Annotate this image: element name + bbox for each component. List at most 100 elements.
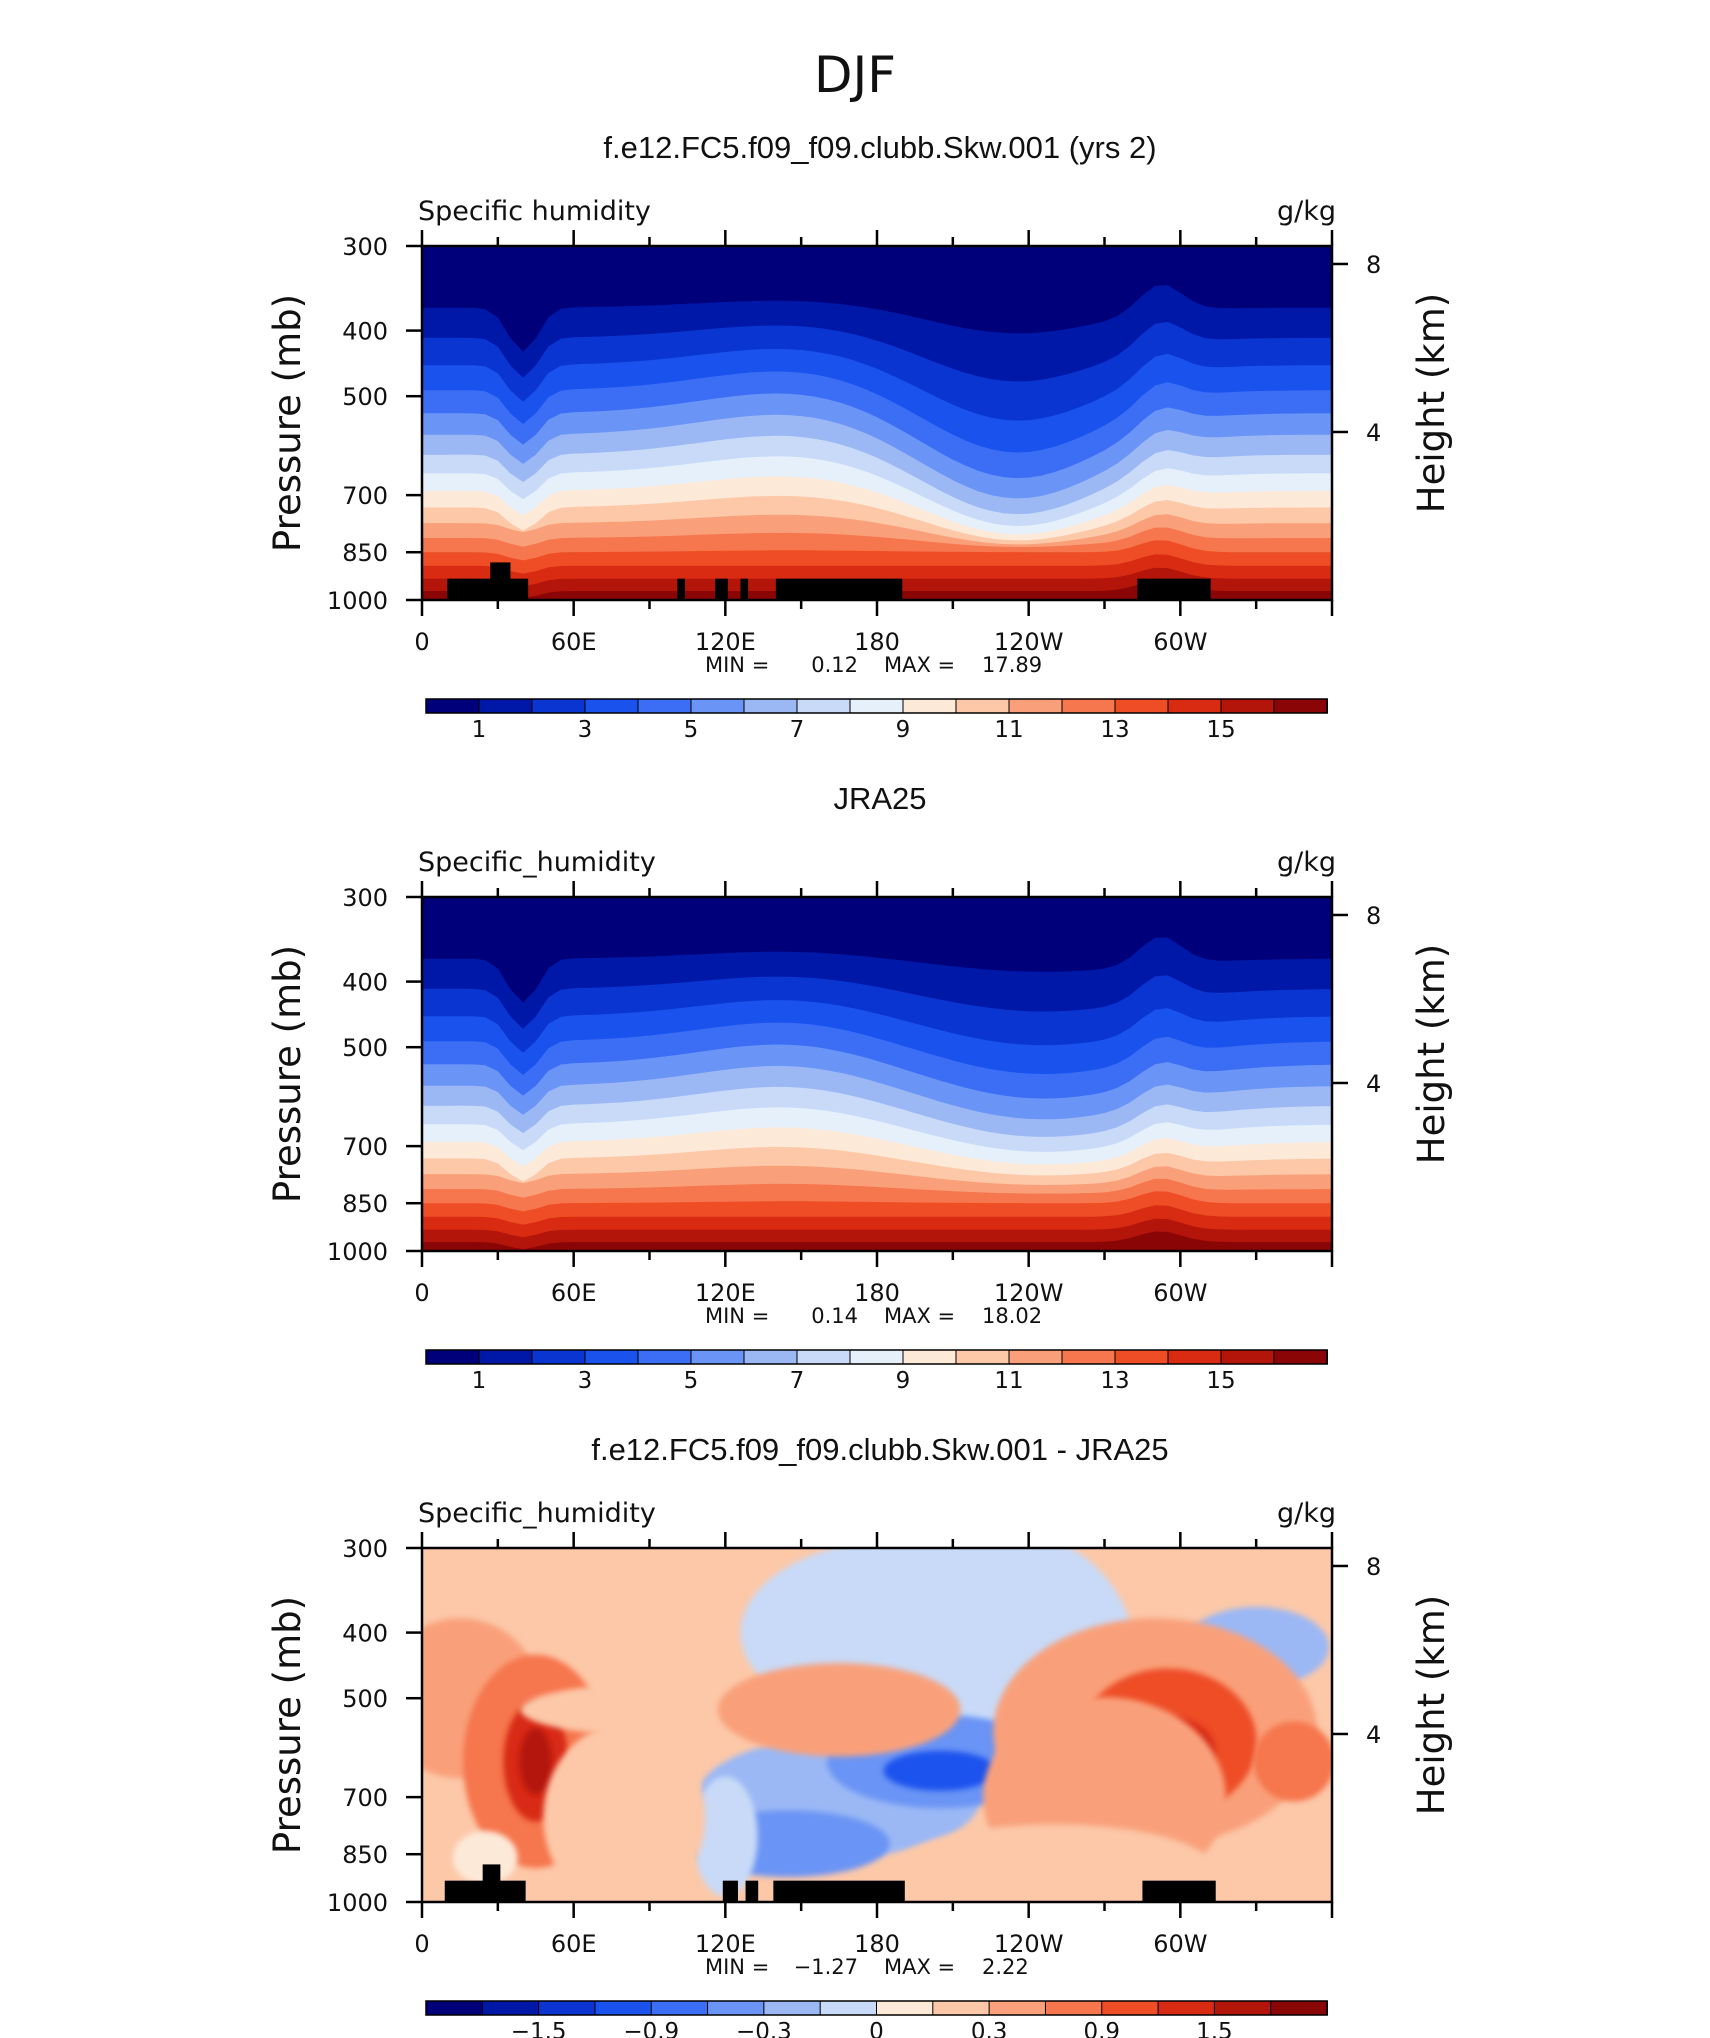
x-tick-label: 0 xyxy=(414,628,429,656)
x-tick-label: 120E xyxy=(695,1279,756,1307)
colorbar-label: 5 xyxy=(684,1368,699,1394)
colorbar-swatch xyxy=(1270,2000,1328,2016)
colorbar-swatch xyxy=(763,2000,822,2016)
colorbar-swatch xyxy=(1273,698,1328,714)
min-value: 0.12 xyxy=(811,653,858,677)
colorbar-swatch xyxy=(1167,698,1222,714)
colorbar-swatch xyxy=(1114,1349,1169,1365)
x-tick-label: 60W xyxy=(1153,1930,1207,1958)
colorbar-label: −0.3 xyxy=(736,2019,792,2038)
anomaly-contour xyxy=(452,1830,518,1885)
topography-mask xyxy=(740,578,749,600)
colorbar-swatch xyxy=(584,1349,639,1365)
colorbar-label: 5 xyxy=(684,717,699,743)
colorbar-label: −1.5 xyxy=(511,2019,567,2038)
colorbar-swatch xyxy=(1008,698,1063,714)
topography-mask xyxy=(715,578,728,600)
x-tick-label: 120E xyxy=(695,628,756,656)
topography-mask xyxy=(722,1880,738,1902)
colorbar-swatch xyxy=(743,698,798,714)
colorbar-frame xyxy=(425,1349,1328,1365)
units-label: g/kg xyxy=(1277,847,1336,878)
colorbar-swatch xyxy=(955,698,1010,714)
colorbar-swatch xyxy=(690,1349,745,1365)
colorbar-label: 3 xyxy=(578,1368,593,1394)
anomaly-contour xyxy=(543,1724,706,1902)
y-tick-label: 500 xyxy=(342,1034,388,1062)
panel-diff: f.e12.FC5.f09_f09.clubb.Skw.001 - JRA25 S… xyxy=(266,1432,1453,2038)
y-tick-label: 500 xyxy=(342,383,388,411)
colorbar-swatch xyxy=(932,2000,991,2016)
colorbar-label: 7 xyxy=(790,1368,805,1394)
anomaly-contour xyxy=(892,1824,1216,1902)
x-tick-label: 60W xyxy=(1153,1279,1207,1307)
y-tick-label: 700 xyxy=(342,1133,388,1161)
colorbar-swatch xyxy=(1220,1349,1275,1365)
y2-axis-label: Height (km) xyxy=(1410,1595,1453,1815)
colorbar-swatch xyxy=(876,2000,934,2016)
colorbar-swatch xyxy=(584,698,639,714)
anomaly-contour xyxy=(519,1728,552,1795)
colorbar-label: 11 xyxy=(994,1368,1023,1394)
panel-model: f.e12.FC5.f09_f09.clubb.Skw.001 (yrs 2) S… xyxy=(266,130,1453,743)
y-tick-label: 400 xyxy=(342,318,388,346)
colorbar-label: 13 xyxy=(1100,1368,1129,1394)
colorbar-label: 1.5 xyxy=(1196,2019,1233,2038)
x-tick-label: 180 xyxy=(854,1930,900,1958)
colorbar-swatch xyxy=(425,698,480,714)
topography-mask xyxy=(447,578,529,600)
min-label: MIN = xyxy=(705,653,769,677)
x-tick-label: 60E xyxy=(551,1930,597,1958)
colorbar-swatch xyxy=(637,1349,692,1365)
panel-title: JRA25 xyxy=(833,781,926,816)
topography-mask xyxy=(745,1880,759,1902)
topography-mask xyxy=(773,1880,905,1902)
topography-mask xyxy=(1137,578,1211,600)
colorbar-swatch xyxy=(796,698,851,714)
x-tick-label: 120W xyxy=(994,1930,1064,1958)
y-tick-label: 500 xyxy=(342,1685,388,1713)
colorbar-label: 1 xyxy=(472,1368,487,1394)
y-axis-label: Pressure (mb) xyxy=(266,294,309,552)
y-tick-label: 300 xyxy=(342,884,388,912)
colorbar-swatch xyxy=(1114,698,1169,714)
max-label: MAX = xyxy=(884,1955,955,1979)
colorbar-swatch xyxy=(478,1349,533,1365)
colorbar-swatch xyxy=(531,1349,586,1365)
y-tick-label: 400 xyxy=(342,969,388,997)
y-axis-label: Pressure (mb) xyxy=(266,1596,309,1854)
anomaly-contour xyxy=(883,1750,997,1791)
y-tick-label: 700 xyxy=(342,482,388,510)
y-tick-label: 850 xyxy=(342,1841,388,1869)
colorbar-swatch xyxy=(690,698,745,714)
colorbar-label: 0 xyxy=(869,2019,884,2038)
colorbar-swatch xyxy=(425,2000,484,2016)
topography-mask xyxy=(482,1864,501,1902)
colorbar-swatch xyxy=(849,1349,904,1365)
contour-band xyxy=(422,1231,1332,1251)
colorbar-label: 15 xyxy=(1206,1368,1235,1394)
variable-label: Specific_humidity xyxy=(418,1498,656,1529)
x-tick-label: 180 xyxy=(854,1279,900,1307)
panels: f.e12.FC5.f09_f09.clubb.Skw.001 (yrs 2) S… xyxy=(266,130,1453,2038)
colorbar-label: 9 xyxy=(896,717,911,743)
colorbar-label: 3 xyxy=(578,717,593,743)
variable-label: Specific_humidity xyxy=(418,847,656,878)
y2-axis-label: Height (km) xyxy=(1410,944,1453,1164)
x-tick-label: 60E xyxy=(551,1279,597,1307)
y-tick-label: 1000 xyxy=(327,587,388,615)
max-label: MAX = xyxy=(884,653,955,677)
anomaly-contour xyxy=(1253,1721,1332,1802)
colorbar-swatch xyxy=(743,1349,798,1365)
panel-obs: JRA25 Specific_humidity g/kg 0 60E 120E 180 120… xyxy=(266,781,1453,1394)
y-tick-label: 300 xyxy=(342,1535,388,1563)
min-label: MIN = xyxy=(705,1955,769,1979)
variable-label: Specific humidity xyxy=(418,196,651,227)
topography-mask xyxy=(490,562,511,600)
colorbar-swatch xyxy=(1008,1349,1063,1365)
colorbar-frame xyxy=(425,2000,1328,2016)
min-value: −1.27 xyxy=(794,1955,858,1979)
colorbar-swatch xyxy=(1213,2000,1272,2016)
y2-tick-label: 4 xyxy=(1366,1070,1381,1098)
